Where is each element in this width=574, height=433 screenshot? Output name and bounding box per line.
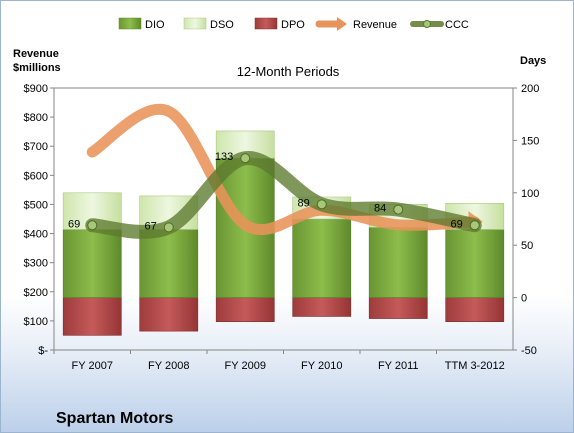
category-label: FY 2009 [225, 360, 266, 372]
legend-ccc-marker [423, 20, 431, 28]
right-axis: -50 0 50 100 150 200 [513, 83, 539, 357]
bar-dio [292, 218, 352, 298]
category-label: FY 2010 [301, 360, 342, 372]
left-axis-title-line1: Revenue [13, 48, 59, 60]
bar-dio [62, 229, 122, 298]
legend-label-dio: DIO [145, 19, 165, 31]
ccc-data-label: 69 [68, 218, 80, 230]
bar-dpo [215, 297, 275, 323]
legend-label-dpo: DPO [281, 19, 305, 31]
category-axis: FY 2007 FY 2008 FY 2009 FY 2010 FY 2011 TTM 3… [53, 350, 505, 372]
left-axis: $- $100 $200 $300 $400 $500 $600 $700 $800 $900 [24, 83, 54, 357]
bar-dpo [292, 297, 352, 317]
left-axis-tick-label: $600 [24, 170, 48, 182]
legend-swatch-dso [183, 17, 207, 30]
legend-swatch-dpo [254, 17, 278, 30]
category-label: FY 2011 [378, 360, 419, 372]
right-axis-tick-label: 200 [521, 83, 539, 95]
ccc-data-label: 69 [451, 218, 463, 230]
category-label: TTM 3-2012 [445, 360, 505, 372]
legend-revenue-arrowhead [337, 17, 347, 31]
right-axis-tick-label: 0 [521, 293, 527, 305]
bar-dio [445, 229, 505, 298]
right-axis-tick-label: 150 [521, 135, 539, 147]
right-axis-title: Days [520, 55, 546, 67]
ccc-data-label: 133 [215, 151, 233, 163]
left-axis-tick-label: $400 [24, 229, 48, 241]
line-series: 69 67 133 89 84 69 [68, 103, 483, 239]
ccc-point [87, 220, 98, 231]
bar-dpo [445, 297, 505, 323]
legend-swatch-dio [118, 17, 142, 30]
ccc-point [240, 153, 251, 164]
ccc-data-label: 89 [298, 197, 310, 209]
revenue-line [86, 103, 481, 236]
bar-dpo [368, 297, 428, 319]
bar-dio [368, 227, 428, 298]
ccc-data-label: 67 [145, 220, 157, 232]
legend: DIO DSO DPO Revenue CCC [118, 17, 469, 31]
left-axis-tick-label: $700 [24, 141, 48, 153]
ccc-point [393, 204, 404, 215]
right-axis-tick-label: 100 [521, 188, 539, 200]
right-axis-tick-label: 50 [521, 240, 533, 252]
ccc-point [163, 222, 174, 233]
legend-label-ccc: CCC [445, 19, 469, 31]
left-axis-tick-label: $200 [24, 287, 48, 299]
left-axis-tick-label: $- [38, 345, 48, 357]
bar-dio [139, 229, 199, 298]
bar-dpo [62, 297, 122, 336]
left-axis-tick-label: $300 [24, 258, 48, 270]
legend-label-revenue: Revenue [353, 19, 397, 31]
ccc-point [316, 199, 327, 210]
left-axis-tick-label: $100 [24, 316, 48, 328]
left-axis-tick-label: $500 [24, 199, 48, 211]
legend-label-dso: DSO [210, 19, 234, 31]
chart-subtitle: 12-Month Periods [237, 64, 340, 79]
category-label: FY 2008 [148, 360, 189, 372]
ccc-data-label: 84 [374, 203, 386, 215]
company-name: Spartan Motors [56, 410, 173, 427]
bar-series [62, 130, 505, 336]
ccc-point [469, 220, 480, 231]
left-axis-title-line2: $millions [13, 62, 61, 74]
left-axis-tick-label: $800 [24, 112, 48, 124]
right-axis-tick-label: -50 [521, 345, 537, 357]
bar-dpo [139, 297, 199, 332]
left-axis-tick-label: $900 [24, 83, 48, 95]
category-label: FY 2007 [72, 360, 113, 372]
